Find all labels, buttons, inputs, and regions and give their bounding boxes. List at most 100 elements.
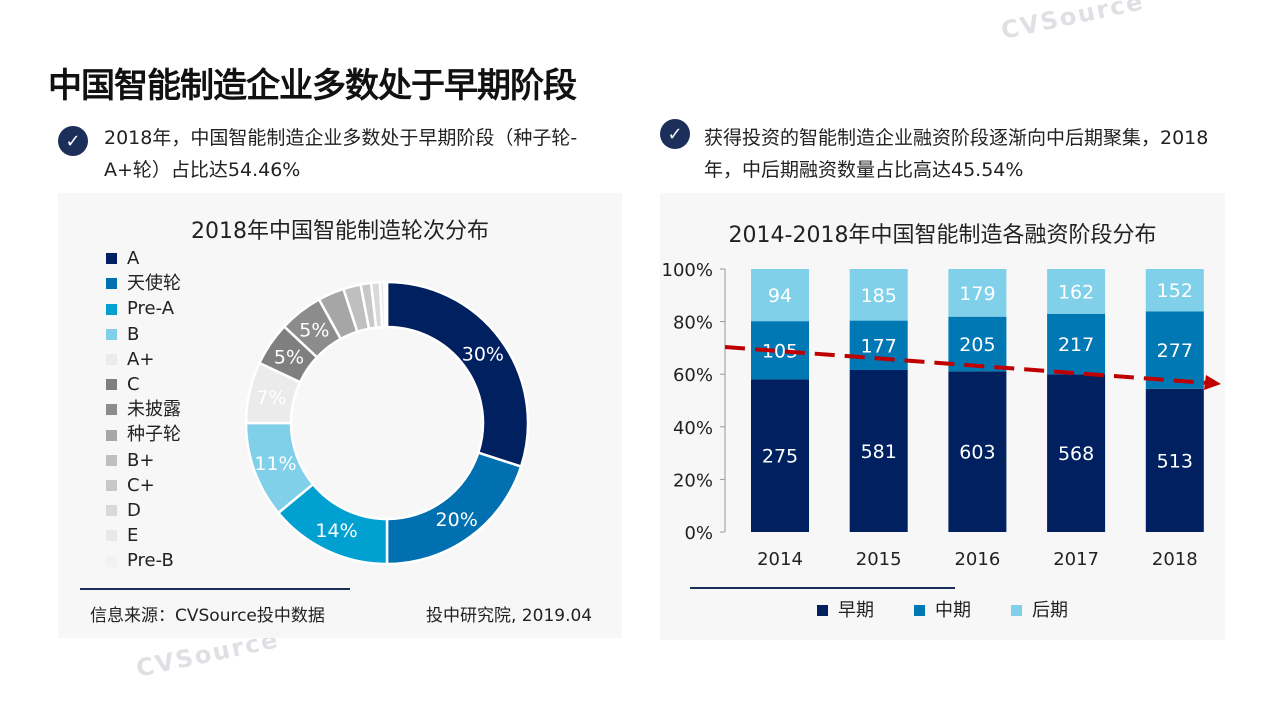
bar-segment bbox=[849, 369, 908, 532]
legend-swatch bbox=[1011, 605, 1022, 617]
legend-label: 后期 bbox=[1032, 600, 1068, 621]
legend-swatch bbox=[106, 429, 117, 441]
legend-item: 天使轮 bbox=[106, 271, 181, 296]
data-label: 105 bbox=[762, 340, 798, 362]
donut-slice bbox=[383, 280, 389, 329]
bar-segment bbox=[751, 379, 809, 532]
y-tick-label: 20% bbox=[673, 470, 713, 491]
page-title: 中国智能制造企业多数处于早期阶段 bbox=[48, 66, 577, 106]
y-tick-label: 60% bbox=[673, 365, 713, 386]
legend-swatch bbox=[106, 379, 117, 391]
data-label: 179 bbox=[959, 283, 995, 305]
legend-item: 中期 bbox=[914, 598, 971, 623]
legend-item: 后期 bbox=[1011, 598, 1068, 623]
legend-swatch bbox=[106, 530, 117, 542]
data-label: 11% bbox=[254, 453, 296, 475]
legend-item: 早期 bbox=[817, 598, 874, 623]
org-note: 投中研究院, 2019.04 bbox=[426, 606, 593, 626]
data-label: 152 bbox=[1157, 280, 1193, 302]
legend-item: 未披露 bbox=[106, 397, 181, 422]
y-tick-label: 40% bbox=[673, 418, 713, 439]
legend-item: C bbox=[106, 372, 181, 397]
check-circle-icon: ✓ bbox=[660, 119, 690, 149]
legend-item: A bbox=[106, 246, 181, 271]
arrow-head-icon bbox=[1204, 375, 1221, 390]
legend-swatch bbox=[106, 505, 117, 517]
data-label: 205 bbox=[959, 334, 995, 356]
bar-segment bbox=[849, 320, 908, 370]
donut-slice bbox=[385, 280, 530, 469]
legend-swatch bbox=[106, 404, 117, 416]
data-label: 94 bbox=[768, 285, 792, 307]
bar-segment bbox=[1145, 388, 1204, 532]
data-label: 5% bbox=[299, 319, 329, 341]
legend-label: C bbox=[127, 374, 140, 396]
legend: 早期 中期 后期 bbox=[660, 598, 1225, 623]
legend-swatch bbox=[106, 454, 117, 466]
y-tick-label: 80% bbox=[673, 313, 713, 334]
legend-item: 种子轮 bbox=[106, 422, 181, 447]
legend: A 天使轮 Pre-A B A+ C 未披露种子轮 B+ C+ D E Pre-B bbox=[106, 246, 181, 574]
legend-swatch bbox=[106, 303, 117, 315]
chart-title: 2018年中国智能制造轮次分布 bbox=[191, 219, 489, 244]
legend-label: B bbox=[127, 323, 140, 345]
bar-segment bbox=[1145, 311, 1204, 389]
donut-chart-panel: 2018年中国智能制造轮次分布 A 天使轮 Pre-A B A+ C 未披露种子轮 B+ C+ D… bbox=[58, 193, 622, 638]
legend-item: E bbox=[106, 523, 181, 548]
x-tick-label: 2017 bbox=[1053, 549, 1099, 570]
data-label: 603 bbox=[959, 442, 995, 464]
legend-swatch bbox=[106, 555, 117, 567]
legend-item: Pre-A bbox=[106, 296, 181, 321]
divider bbox=[690, 587, 955, 589]
data-label: 162 bbox=[1058, 281, 1094, 303]
legend-item: B+ bbox=[106, 448, 181, 473]
chart-title: 2014-2018年中国智能制造各融资阶段分布 bbox=[728, 223, 1157, 248]
legend-label: D bbox=[127, 500, 141, 522]
legend-label: C+ bbox=[127, 474, 155, 496]
legend-label: E bbox=[127, 525, 139, 547]
legend-label: A+ bbox=[127, 348, 155, 370]
divider bbox=[80, 588, 350, 590]
legend-item: B bbox=[106, 322, 181, 347]
legend-label: 早期 bbox=[838, 600, 874, 621]
legend-label: Pre-A bbox=[127, 298, 175, 320]
data-label: 20% bbox=[436, 509, 478, 531]
data-label: 7% bbox=[256, 387, 286, 409]
data-label: 14% bbox=[315, 520, 357, 542]
legend-swatch bbox=[106, 253, 117, 265]
y-tick-label: 100% bbox=[662, 260, 713, 281]
legend-swatch bbox=[106, 353, 117, 365]
watermark: CVSource bbox=[998, 0, 1147, 45]
x-tick-label: 2015 bbox=[856, 549, 902, 570]
x-tick-label: 2018 bbox=[1152, 549, 1198, 570]
legend-label: A bbox=[127, 248, 140, 269]
trend-arrow bbox=[724, 345, 1209, 385]
legend-item: Pre-B bbox=[106, 548, 181, 573]
y-tick-label: 0% bbox=[684, 523, 713, 544]
bar-segment bbox=[849, 269, 908, 321]
bar-chart-panel: 2014-2018年中国智能制造各融资阶段分布 0% 20% 40% 60% 80% 10… bbox=[660, 193, 1225, 640]
bar-segment bbox=[1047, 313, 1106, 375]
data-label: 275 bbox=[762, 446, 798, 468]
legend-label: B+ bbox=[127, 449, 155, 471]
legend-swatch bbox=[914, 605, 925, 617]
bar-segment bbox=[948, 269, 1007, 317]
legend-item: A+ bbox=[106, 347, 181, 372]
legend-swatch bbox=[106, 328, 117, 340]
bullet-text: 2018年，中国智能制造企业多数处于早期阶段（种子轮-A+轮）占比达54.46% bbox=[104, 127, 578, 181]
legend-label: Pre-B bbox=[127, 550, 174, 572]
legend-swatch bbox=[106, 278, 117, 290]
legend-swatch bbox=[817, 605, 828, 617]
data-label: 277 bbox=[1157, 340, 1193, 362]
bar-segment bbox=[1047, 374, 1106, 532]
donut-chart: 30% 20% 14% 11% 7% 5% 5% bbox=[244, 280, 530, 566]
legend-item: C+ bbox=[106, 473, 181, 498]
x-tick-label: 2016 bbox=[954, 549, 1000, 570]
legend-label: 种子轮 bbox=[127, 424, 181, 446]
stacked-bar-chart: 0% 20% 40% 60% 80% 100% 275 105 94 2014 581 177 185 2… bbox=[662, 260, 1221, 570]
bar-segment bbox=[948, 316, 1007, 372]
x-tick-label: 2014 bbox=[757, 549, 803, 570]
data-label: 581 bbox=[861, 441, 897, 463]
data-label: 185 bbox=[861, 285, 897, 307]
legend-label: 未披露 bbox=[127, 399, 181, 421]
